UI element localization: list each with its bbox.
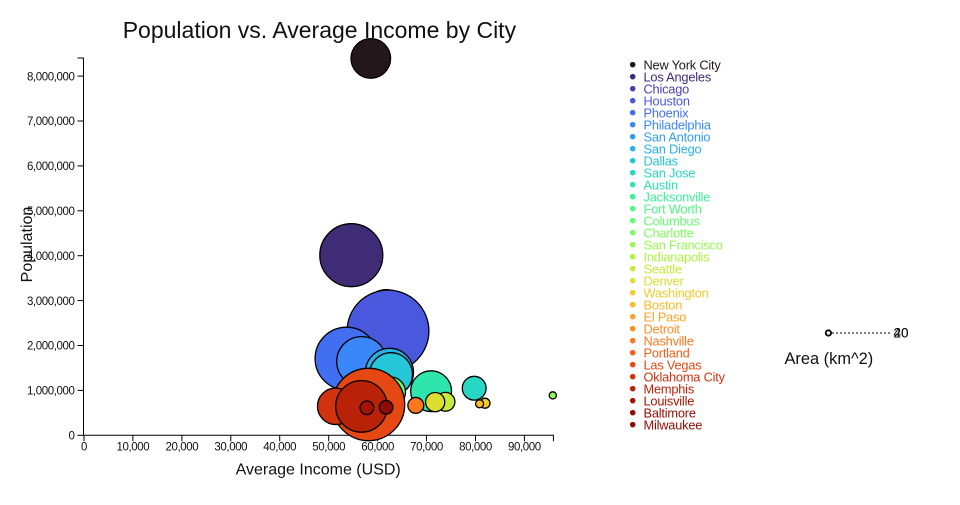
svg-text:7,000,000: 7,000,000 — [27, 116, 75, 128]
svg-text:40: 40 — [894, 326, 909, 341]
svg-text:Oklahoma City: Oklahoma City — [644, 369, 726, 384]
svg-text:70,000: 70,000 — [410, 442, 443, 454]
svg-text:Denver: Denver — [644, 273, 685, 288]
svg-text:San Jose: San Jose — [644, 165, 696, 180]
svg-text:Louisville: Louisville — [644, 393, 695, 408]
svg-text:50,000: 50,000 — [312, 442, 345, 454]
svg-text:30,000: 30,000 — [214, 442, 247, 454]
svg-text:Los Angeles: Los Angeles — [644, 69, 712, 84]
svg-text:20: 20 — [894, 326, 909, 341]
svg-text:Indianapolis: Indianapolis — [644, 249, 710, 264]
svg-text:Population vs. Average Income: Population vs. Average Income by City — [123, 17, 517, 43]
svg-text:Houston: Houston — [644, 93, 690, 108]
svg-text:40,000: 40,000 — [263, 442, 296, 454]
svg-text:80,000: 80,000 — [459, 442, 492, 454]
svg-text:Jacksonville: Jacksonville — [644, 189, 711, 204]
svg-text:Area (km^2): Area (km^2) — [785, 350, 874, 368]
svg-text:90,000: 90,000 — [508, 442, 541, 454]
svg-text:Average Income (USD): Average Income (USD) — [236, 461, 401, 478]
svg-text:6,000,000: 6,000,000 — [27, 161, 75, 173]
svg-text:Seattle: Seattle — [644, 261, 683, 276]
svg-text:2,000,000: 2,000,000 — [27, 341, 75, 353]
svg-text:8,000,000: 8,000,000 — [27, 71, 75, 83]
svg-text:Chicago: Chicago — [644, 81, 690, 96]
svg-text:New York City: New York City — [644, 57, 722, 72]
svg-text:4,000,000: 4,000,000 — [27, 251, 75, 263]
svg-text:Las Vegas: Las Vegas — [644, 357, 702, 372]
svg-text:Austin: Austin — [644, 177, 678, 192]
svg-text:San Antonio: San Antonio — [644, 129, 711, 144]
svg-text:San Diego: San Diego — [644, 141, 702, 156]
svg-text:Nashville: Nashville — [644, 333, 694, 348]
svg-text:Philadelphia: Philadelphia — [644, 117, 712, 132]
svg-text:El Paso: El Paso — [644, 309, 687, 324]
svg-text:Boston: Boston — [644, 297, 683, 312]
svg-text:1,000,000: 1,000,000 — [27, 386, 75, 398]
svg-text:Fort Worth: Fort Worth — [644, 201, 702, 216]
svg-text:5,000,000: 5,000,000 — [27, 206, 75, 218]
svg-text:0: 0 — [69, 431, 75, 443]
svg-text:Washington: Washington — [644, 285, 709, 300]
svg-text:Portland: Portland — [644, 345, 690, 360]
svg-text:3,000,000: 3,000,000 — [27, 296, 75, 308]
svg-text:San Francisco: San Francisco — [644, 237, 723, 252]
svg-text:Population: Population — [19, 207, 36, 283]
svg-text:Dallas: Dallas — [644, 153, 678, 168]
svg-text:0: 0 — [81, 442, 87, 454]
svg-text:Charlotte: Charlotte — [644, 225, 694, 240]
svg-text:60,000: 60,000 — [361, 442, 394, 454]
svg-text:10,000: 10,000 — [117, 442, 150, 454]
svg-text:Phoenix: Phoenix — [644, 105, 690, 120]
svg-text:Baltimore: Baltimore — [644, 405, 696, 420]
svg-text:Detroit: Detroit — [644, 321, 681, 336]
svg-text:Memphis: Memphis — [644, 381, 695, 396]
svg-text:Columbus: Columbus — [644, 213, 700, 228]
svg-text:20,000: 20,000 — [166, 442, 199, 454]
svg-text:Milwaukee: Milwaukee — [644, 417, 703, 432]
